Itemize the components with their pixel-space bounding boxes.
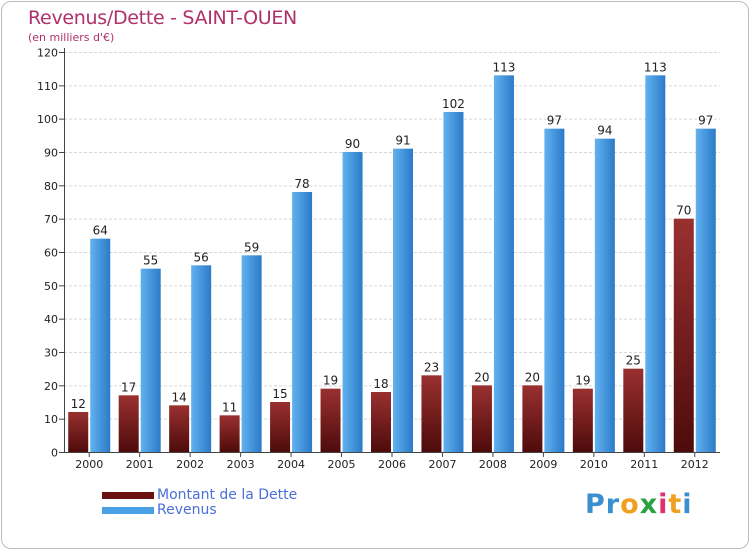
- bar-revenus: [594, 138, 615, 452]
- x-tick-label: 2002: [176, 458, 204, 471]
- bar-value-label-dette: 20: [525, 370, 540, 384]
- x-tick-label: 2007: [428, 458, 456, 471]
- bar-dette: [673, 218, 694, 452]
- bar-value-label-dette: 20: [474, 370, 489, 384]
- legend-swatch-dette: [102, 492, 154, 499]
- bar-dette: [169, 405, 190, 452]
- x-tick-label: 2000: [75, 458, 103, 471]
- y-tick-label: 10: [44, 413, 58, 426]
- x-tick-label: 2005: [328, 458, 356, 471]
- bar-revenus: [645, 75, 666, 452]
- bar-dette: [68, 412, 89, 452]
- bar-value-label-dette: 11: [222, 400, 237, 414]
- bar-value-label-revenus: 90: [345, 137, 360, 151]
- bar-dette: [421, 375, 442, 452]
- y-tick-label: 80: [44, 180, 58, 193]
- bar-revenus: [443, 112, 464, 452]
- bar-value-label-dette: 14: [172, 390, 187, 404]
- x-tick-label: 2008: [479, 458, 507, 471]
- x-tick-label: 2004: [277, 458, 305, 471]
- bar-value-label-revenus: 64: [93, 224, 108, 238]
- bar-value-label-revenus: 97: [547, 114, 562, 128]
- bar-value-label-revenus: 55: [143, 254, 158, 268]
- bar-revenus: [695, 128, 716, 452]
- y-tick-label: 60: [44, 247, 58, 260]
- bar-dette: [219, 415, 240, 452]
- bar-value-label-revenus: 56: [194, 250, 209, 264]
- bar-value-label-dette: 18: [373, 377, 388, 391]
- bar-value-label-revenus: 59: [244, 240, 259, 254]
- legend-label-revenus: Revenus: [157, 502, 217, 518]
- bar-dette: [522, 385, 543, 452]
- bar-value-label-dette: 19: [575, 374, 590, 388]
- bar-dette: [118, 395, 139, 452]
- y-tick-label: 120: [37, 47, 58, 60]
- bar-value-label-dette: 19: [323, 374, 338, 388]
- bar-revenus: [544, 128, 565, 452]
- bar-dette: [623, 368, 644, 452]
- logo-letter: o: [620, 489, 640, 520]
- x-tick-label: 2009: [529, 458, 557, 471]
- chart-title: Revenus/Dette - SAINT-OUEN: [28, 7, 297, 29]
- logo-letter: i: [682, 489, 693, 520]
- y-tick-label: 50: [44, 280, 58, 293]
- logo-letter: r: [605, 489, 621, 520]
- y-tick-label: 0: [51, 447, 58, 460]
- bar-revenus: [342, 152, 363, 452]
- y-tick-label: 100: [37, 113, 58, 126]
- bar-value-label-revenus: 113: [492, 60, 515, 74]
- logo-letter: t: [668, 489, 683, 520]
- y-tick-label: 20: [44, 380, 58, 393]
- legend-swatch-revenus: [102, 507, 154, 514]
- bar-revenus: [191, 265, 212, 452]
- bar-value-label-revenus: 94: [597, 124, 612, 138]
- bar-value-label-dette: 12: [71, 397, 86, 411]
- logo-letter: i: [658, 489, 669, 520]
- x-tick-label: 2010: [580, 458, 608, 471]
- x-tick-label: 2012: [681, 458, 709, 471]
- bar-value-label-revenus: 91: [395, 134, 410, 148]
- bar-value-label-revenus: 78: [294, 177, 309, 191]
- y-tick-label: 110: [37, 80, 58, 93]
- bar-revenus: [493, 75, 514, 452]
- bar-value-label-dette: 15: [272, 387, 287, 401]
- y-tick-label: 70: [44, 213, 58, 226]
- legend-label-dette: Montant de la Dette: [157, 487, 298, 503]
- chart-subtitle: (en milliers d'€): [28, 31, 115, 44]
- bar-value-label-dette: 17: [121, 380, 136, 394]
- proxiti-logo: Proxiti: [585, 489, 693, 520]
- bar-value-label-dette: 25: [626, 354, 641, 368]
- bar-revenus: [292, 192, 313, 452]
- bar-revenus: [90, 238, 111, 452]
- y-tick-label: 90: [44, 147, 58, 160]
- bar-value-label-dette: 70: [676, 204, 691, 218]
- bar-dette: [471, 385, 492, 452]
- bar-revenus: [140, 268, 161, 452]
- logo-letter: P: [585, 489, 606, 520]
- logo-letter: x: [639, 489, 659, 520]
- bar-value-label-revenus: 102: [442, 97, 465, 111]
- bar-revenus: [393, 148, 413, 452]
- y-tick-label: 40: [44, 313, 58, 326]
- bar-dette: [270, 402, 291, 452]
- bar-dette: [320, 388, 341, 452]
- bar-dette: [572, 388, 593, 452]
- bar-value-label-revenus: 113: [644, 60, 667, 74]
- x-tick-label: 2003: [227, 458, 255, 471]
- x-tick-label: 2001: [126, 458, 154, 471]
- x-tick-label: 2006: [378, 458, 406, 471]
- x-tick-label: 2011: [630, 458, 658, 471]
- bar-dette: [371, 392, 391, 452]
- bar-revenus: [241, 255, 262, 452]
- y-tick-label: 30: [44, 347, 58, 360]
- bar-value-label-dette: 23: [424, 360, 439, 374]
- bar-value-label-revenus: 97: [698, 114, 713, 128]
